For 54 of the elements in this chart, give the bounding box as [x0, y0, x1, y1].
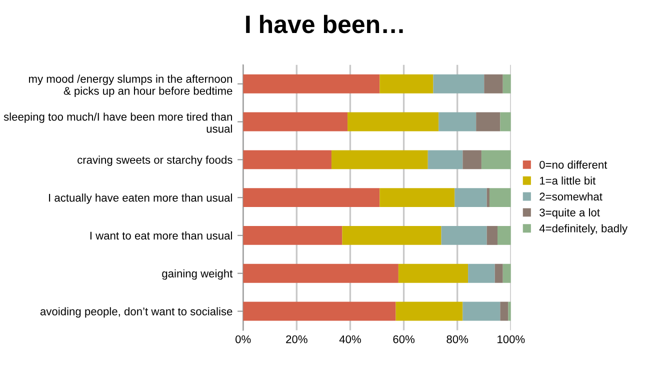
bar [428, 150, 463, 170]
bar [243, 302, 396, 321]
bar [243, 264, 398, 283]
bar [462, 150, 482, 170]
bar [438, 112, 476, 132]
bar [489, 188, 511, 208]
legend-label: 1=a little bit [540, 176, 596, 185]
bar [502, 264, 511, 283]
bar [441, 226, 487, 245]
bar [380, 74, 434, 94]
bar [243, 188, 380, 208]
chart-title: I have been… [246, 14, 403, 34]
bar [508, 302, 511, 321]
x-tick-label: 100% [498, 335, 525, 344]
legend-label: 4=definitely, badly [539, 224, 628, 235]
y-tick-label: I want to eat more than usual [90, 231, 232, 240]
bar [498, 226, 511, 245]
bar [486, 226, 498, 245]
bar [380, 188, 455, 208]
legend-label: 3=quite a lot [540, 208, 600, 219]
legend-label: 2=somewhat [540, 192, 602, 201]
bar [481, 150, 511, 170]
legend-label: 0=no different [540, 160, 608, 169]
bar [243, 226, 342, 245]
bar [433, 74, 484, 94]
bar [396, 302, 463, 321]
bar [331, 150, 428, 170]
bar [500, 302, 508, 321]
x-tick-label: 60% [393, 335, 415, 344]
bar [398, 264, 468, 283]
bar [462, 302, 500, 321]
y-tick-label: avoiding people, don’t want to socialise [40, 307, 232, 318]
bar [454, 188, 487, 208]
bar [484, 74, 503, 94]
bar [243, 74, 380, 94]
bar [476, 112, 500, 132]
x-tick-label: 40% [339, 335, 361, 344]
x-tick-label: 80% [446, 335, 468, 344]
bar [243, 112, 348, 132]
x-tick-label: 20% [286, 335, 308, 344]
x-tick-label: 0% [236, 335, 251, 344]
y-tick-label: sleeping too much/I have been more tired than usual [4, 112, 232, 133]
bar [500, 112, 511, 132]
bar [502, 74, 511, 94]
bar [342, 226, 442, 245]
bar [348, 112, 439, 132]
y-tick-label: gaining weight [162, 269, 233, 280]
bar [468, 264, 495, 283]
bar [494, 264, 503, 283]
y-tick-label: craving sweets or starchy foods [78, 156, 232, 166]
bar [486, 188, 490, 208]
y-tick-label: I actually have eaten more than usual [49, 194, 232, 204]
y-tick-label: my mood /energy slumps in the afternoon & picks up an hour before bedtime [29, 74, 232, 97]
bar [243, 150, 332, 170]
